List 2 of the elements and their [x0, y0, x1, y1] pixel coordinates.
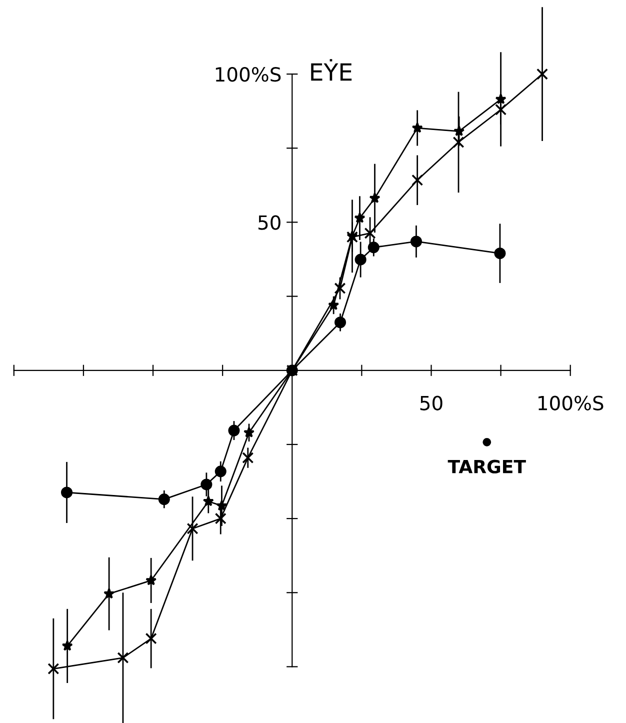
y-axis-title: EẎE [311, 59, 352, 81]
x-axis-title: TARGET [448, 460, 526, 474]
